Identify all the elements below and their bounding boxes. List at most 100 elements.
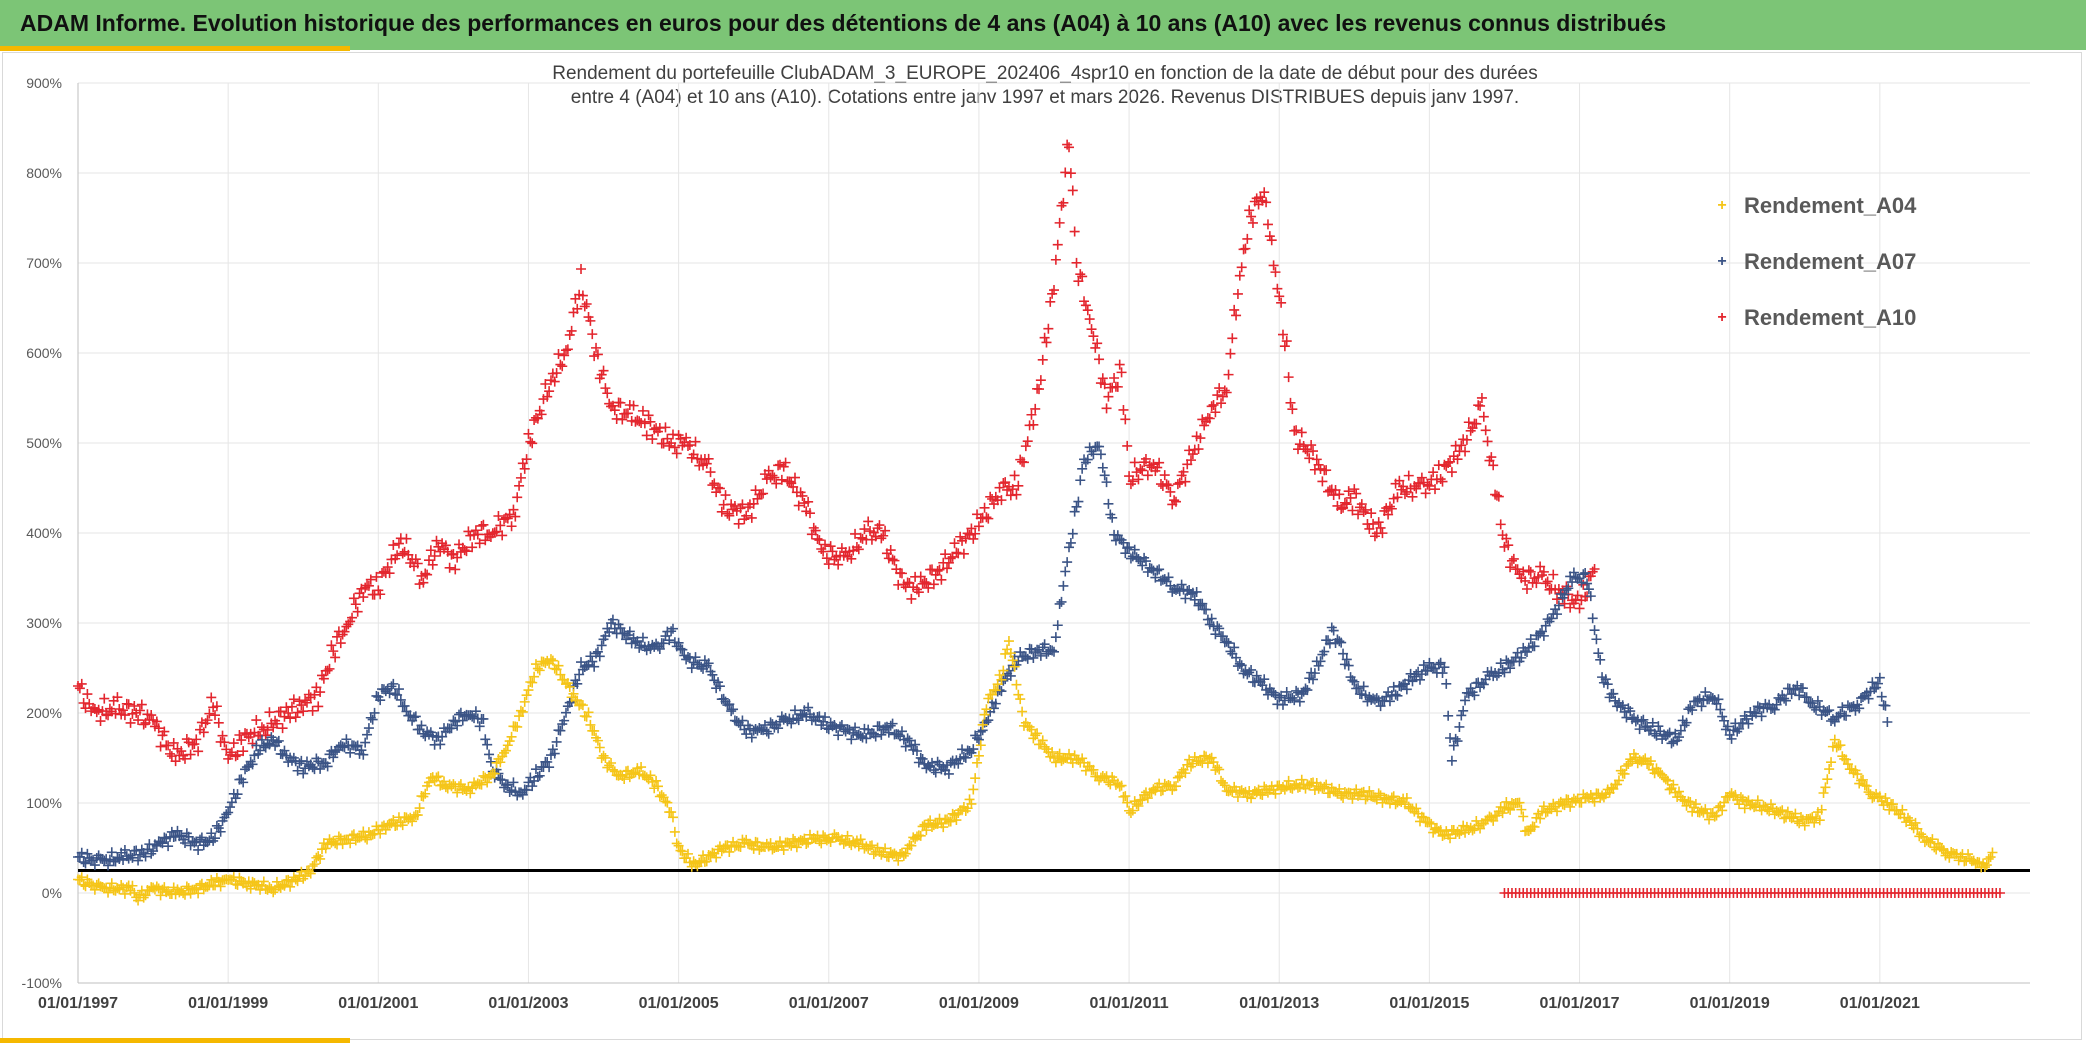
a10-point [853,544,864,555]
a07-point [1180,593,1191,604]
a07-point [1589,625,1600,636]
a10-point [1101,403,1112,414]
a04-point [915,830,926,841]
a04-point [1214,764,1225,775]
a04-point [1418,812,1429,823]
a10-point [330,652,341,663]
a04-point [1790,808,1801,819]
a07-point [821,723,832,734]
a07-point [223,807,234,818]
a07-point [202,837,213,848]
a07-point [741,729,752,740]
a10-point [928,579,939,590]
a07-point [1212,621,1223,632]
a07-point [1769,704,1780,715]
a07-point [1580,567,1591,578]
a07-point [855,731,866,742]
a10-point [514,480,525,491]
a07-point [393,684,404,695]
a04-point [1829,734,1840,745]
a04-point [1114,781,1125,792]
a04-point [181,881,192,892]
a04-point [791,842,802,853]
a10-point [285,713,296,724]
a07-point [140,851,151,862]
a07-point [1302,685,1313,696]
a10-point [1103,391,1114,402]
a10-point [932,565,943,576]
a10-point [99,693,110,704]
a04-point [711,852,722,863]
a04-point [701,856,712,867]
a10-point [1187,449,1198,460]
a04-point [320,843,331,854]
a10-point [818,546,829,557]
accent-bar-bottom [0,1038,350,1043]
a07-point [1189,594,1200,605]
a10-point [318,673,329,684]
a10-point [1159,470,1170,481]
a04-point [482,777,493,788]
a04-point [1559,800,1570,811]
a10-point [133,715,144,726]
a07-point [615,623,626,634]
a07-point [1075,475,1086,486]
a07-point [484,749,495,760]
a04-point [1497,808,1508,819]
a10-point [1343,486,1354,497]
a07-point [915,752,926,763]
a10-point [1097,373,1108,384]
a10-point [1225,348,1236,359]
a07-point [763,728,774,739]
a10-point [1306,440,1317,451]
a07-point [1122,543,1133,554]
a07-point [1552,609,1563,620]
a10-point [1094,354,1105,365]
a04-point [1005,648,1016,659]
a10-point [684,440,695,451]
legend-label-a07: Rendement_A07 [1744,249,1917,274]
a10-zero-point [1994,888,2005,898]
a10-point [1030,403,1041,414]
a07-point [1154,564,1165,575]
a04-point [1009,661,1020,672]
a10-point [1090,342,1101,353]
a10-point [812,533,823,544]
a10-point [1229,304,1240,315]
a04-point [1050,757,1061,768]
a07-point [1060,566,1071,577]
a07-point [1794,690,1805,701]
a04-point [598,750,609,761]
a07-point [360,737,371,748]
a10-point [472,529,483,540]
a10-point [1020,441,1031,452]
x-tick-label: 01/01/2007 [789,995,869,1012]
a10-point [1208,399,1219,410]
a04-point [1137,794,1148,805]
a10-point [729,500,740,511]
a04-point [431,772,442,783]
a10-point [1219,385,1230,396]
a07-point [1223,638,1234,649]
a04-point [968,784,979,795]
a07-point [363,723,374,734]
a07-point [1217,631,1228,642]
a10-point [1007,484,1018,495]
a04-point [1172,772,1183,783]
a04-point [1054,748,1065,759]
a07-point [485,756,496,767]
a10-point [767,470,778,481]
a10-point [1559,598,1570,609]
a10-point [301,697,312,708]
a10-point [1520,575,1531,586]
y-tick-label: 800% [26,165,62,181]
chart-title-line2: entre 4 (A04) et 10 ans (A10). Cotations… [570,87,1520,108]
a04-point [412,810,423,821]
a07-point [133,855,144,866]
a10-point [1080,300,1091,311]
a04-point [202,881,213,892]
a04-point [285,881,296,892]
a10-point [559,350,570,361]
a04-point [651,775,662,786]
a10-point [125,717,136,728]
